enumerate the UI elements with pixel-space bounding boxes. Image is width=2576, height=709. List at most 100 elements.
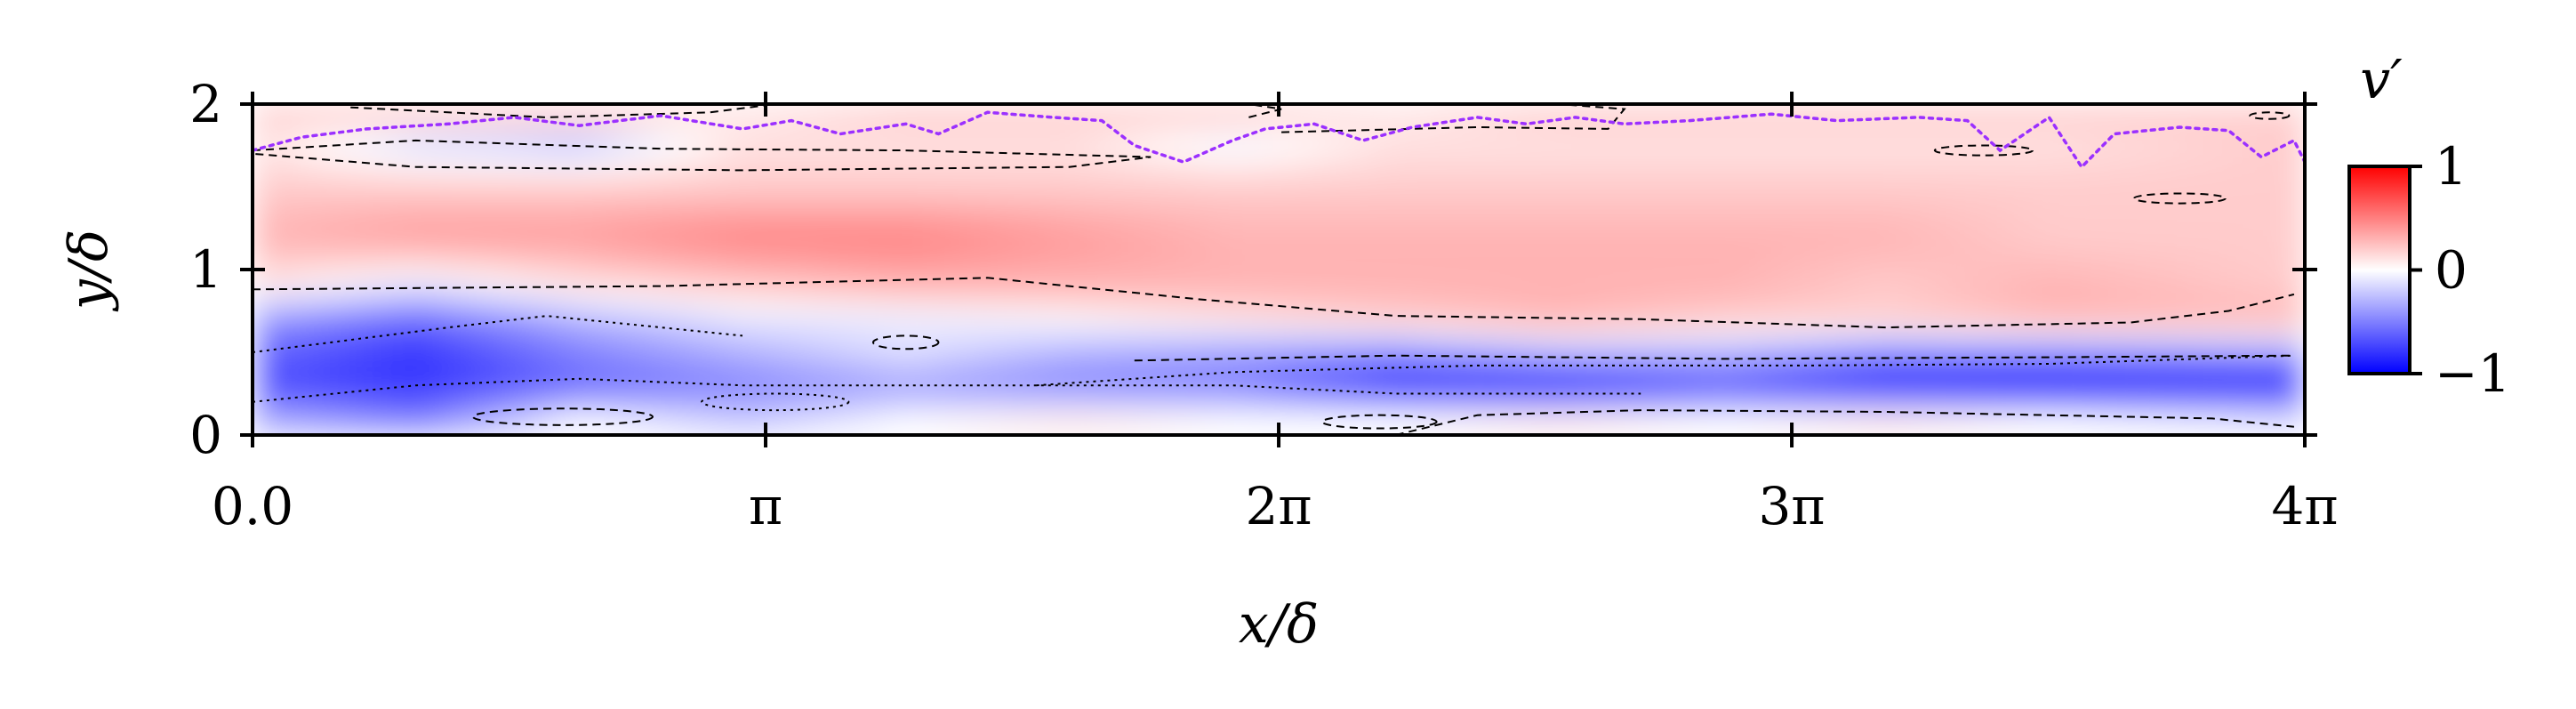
heatmap-cell — [2074, 203, 2101, 215]
heatmap-cell — [740, 280, 767, 293]
heatmap-cell — [1047, 270, 1075, 282]
heatmap-cell — [1432, 313, 1459, 326]
heatmap-cell — [1535, 258, 1562, 270]
heatmap-cell — [483, 203, 510, 215]
heatmap-cell — [509, 346, 536, 359]
heatmap-cell — [303, 170, 331, 182]
heatmap-cell — [1099, 104, 1126, 117]
heatmap-cell — [662, 358, 690, 370]
heatmap-cell — [303, 270, 331, 282]
heatmap-cell — [1612, 380, 1639, 392]
heatmap-cell — [1509, 214, 1537, 227]
heatmap-cell — [1279, 225, 1305, 238]
heatmap-cell — [1612, 236, 1639, 249]
heatmap-cell — [1714, 391, 1742, 403]
heatmap-cell — [2150, 247, 2178, 260]
heatmap-cell — [1996, 104, 2024, 117]
heatmap-cell — [970, 236, 998, 249]
heatmap-cell — [2279, 368, 2305, 381]
heatmap-cell — [970, 170, 998, 182]
heatmap-cell — [1176, 214, 1203, 227]
heatmap-cell — [1355, 335, 1383, 348]
heatmap-cell — [1124, 270, 1152, 282]
heatmap-cell — [1946, 291, 1972, 304]
heatmap-cell — [1176, 170, 1203, 182]
heatmap-cell — [1124, 236, 1152, 249]
heatmap-cell — [1561, 159, 1588, 172]
heatmap-cell — [586, 313, 613, 326]
heatmap-cell — [2048, 291, 2075, 304]
heatmap-cell — [1047, 346, 1075, 359]
heatmap-cell — [329, 247, 357, 260]
heatmap-cell — [1766, 192, 1794, 205]
heatmap-cell — [970, 380, 998, 392]
heatmap-cell — [534, 291, 562, 304]
interface-line-path — [253, 110, 2305, 170]
heatmap-cell — [1946, 368, 1972, 381]
heatmap-cell — [790, 270, 818, 282]
heatmap-cell — [1817, 214, 1844, 227]
heatmap-cell — [1971, 258, 1998, 270]
heatmap-cell — [509, 380, 536, 392]
heatmap-cell — [1099, 346, 1126, 359]
heatmap-cell — [766, 192, 792, 205]
heatmap-cell — [1561, 181, 1588, 194]
heatmap-cell — [1304, 291, 1331, 304]
heatmap-cell — [1150, 291, 1177, 304]
heatmap-cell — [919, 181, 946, 194]
heatmap-cell — [1894, 413, 1922, 425]
heatmap-cell — [1124, 125, 1152, 139]
heatmap-cell — [1971, 280, 1998, 293]
heatmap-cell — [1227, 170, 1255, 182]
heatmap-cell — [790, 181, 818, 194]
heatmap-cell — [1996, 125, 2024, 139]
heatmap-cell — [329, 258, 357, 270]
heatmap-cell — [1176, 325, 1203, 337]
heatmap-cell — [457, 423, 485, 435]
contour-lines — [253, 104, 2295, 435]
heatmap-cell — [2099, 380, 2126, 392]
heatmap-cell — [662, 401, 690, 415]
heatmap-cell — [1766, 391, 1794, 403]
heatmap-cell — [2022, 270, 2050, 282]
heatmap-cell — [766, 159, 792, 172]
heatmap-cell — [432, 313, 459, 326]
heatmap-cell — [2279, 313, 2305, 326]
heatmap-cell — [2125, 401, 2152, 415]
heatmap-cell — [1920, 302, 1947, 315]
heatmap-cell — [1535, 181, 1562, 194]
heatmap-cell — [2022, 203, 2050, 215]
heatmap-cell — [919, 291, 946, 304]
heatmap-cell — [406, 115, 433, 127]
heatmap-cell — [1355, 115, 1383, 127]
heatmap-cell — [816, 280, 844, 293]
heatmap-cell — [1509, 159, 1537, 172]
heatmap-cell — [1483, 159, 1511, 172]
heatmap-cell — [2022, 413, 2050, 425]
heatmap-cell — [1637, 358, 1665, 370]
heatmap-cell — [355, 115, 382, 127]
heatmap-cell — [1766, 302, 1794, 315]
heatmap-cell — [1971, 291, 1998, 304]
heatmap-cell — [406, 358, 433, 370]
heatmap-cell — [1227, 104, 1255, 117]
heatmap-cell — [2279, 270, 2305, 282]
heatmap-cell — [611, 391, 638, 403]
heatmap-cell — [1894, 203, 1922, 215]
heatmap-cell — [637, 104, 664, 117]
heatmap-cell — [1817, 368, 1844, 381]
heatmap-cell — [996, 214, 1023, 227]
heatmap-cell — [1458, 258, 1485, 270]
heatmap-cell — [1047, 192, 1075, 205]
heatmap-cell — [1612, 104, 1639, 117]
heatmap-cell — [509, 368, 536, 381]
heatmap-cell — [1407, 291, 1434, 304]
heatmap-cell — [688, 291, 716, 304]
heatmap-cell — [1535, 313, 1562, 326]
heatmap-cell — [2202, 148, 2229, 160]
heatmap-cell — [2125, 335, 2152, 348]
heatmap-cell — [2125, 203, 2152, 215]
heatmap-cell — [1894, 280, 1922, 293]
heatmap-cell — [277, 115, 305, 127]
heatmap-cell — [816, 302, 844, 315]
